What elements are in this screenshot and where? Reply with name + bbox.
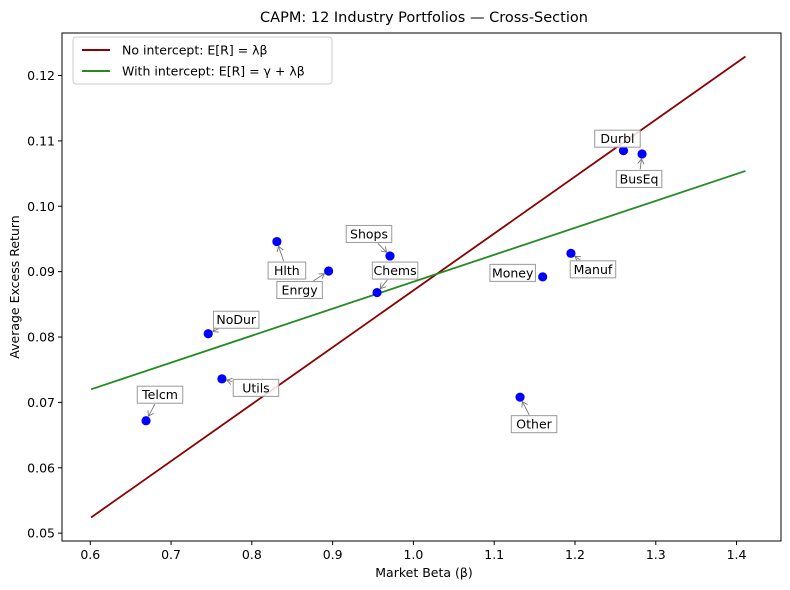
annotation-arrow-utils <box>226 379 233 383</box>
annotation-arrowhead-utils <box>225 377 233 385</box>
point-annotations: Telcm Utils NoDur Hlth Enrgy Chems Shops Other M… <box>136 129 663 434</box>
legend-label-no-intercept: No intercept: E[R] = λβ <box>122 43 268 58</box>
x-tick-label: 1.0 <box>403 547 423 562</box>
point-money <box>538 272 548 282</box>
annotation-label-enrgy: Enrgy <box>282 282 319 297</box>
annotation-arrowhead-other <box>521 400 528 408</box>
y-tick-label: 0.11 <box>27 133 55 148</box>
annotation-label-buseq: BusEq <box>620 171 659 186</box>
plot-area <box>62 33 781 541</box>
legend: No intercept: E[R] = λβ With intercept: … <box>72 36 333 85</box>
annotation-label-telcm: Telcm <box>141 387 178 402</box>
annotation-label-money: Money <box>492 265 534 280</box>
annotation-arrow-buseq <box>639 158 642 170</box>
annotation-box-utils <box>232 378 280 397</box>
annotation-box-enrgy <box>276 280 323 299</box>
y-tick-label: 0.05 <box>27 526 55 541</box>
annotation-arrow-enrgy <box>313 273 325 282</box>
annotation-label-nodur: NoDur <box>216 312 257 327</box>
y-tick-label: 0.10 <box>27 199 55 214</box>
point-manuf <box>566 248 576 258</box>
point-shops <box>385 251 395 261</box>
y-tick-label: 0.12 <box>27 68 55 83</box>
y-tick-label: 0.07 <box>27 395 55 410</box>
annotation-box-money <box>489 263 536 282</box>
y-axis-ticks: 0.05 0.06 0.07 0.08 0.09 0.10 0.11 0.12 <box>27 68 62 541</box>
annotation-arrow-nodur <box>212 328 219 332</box>
legend-label-with-intercept: With intercept: E[R] = γ + λβ <box>122 64 305 79</box>
annotation-box-durbl <box>594 129 641 148</box>
x-tick-label: 1.4 <box>727 547 747 562</box>
annotation-label-durbl: Durbl <box>600 131 634 146</box>
annotation-box-nodur <box>212 310 260 329</box>
x-tick-label: 0.6 <box>80 547 100 562</box>
data-points <box>141 146 647 426</box>
plot-frame <box>61 32 782 542</box>
annotation-box-shops <box>345 224 393 243</box>
point-nodur <box>203 329 213 339</box>
annotation-box-telcm <box>136 385 184 404</box>
annotation-arrow-hlth <box>278 246 285 262</box>
annotation-arrowhead-buseq <box>637 158 645 165</box>
point-hlth <box>272 236 282 247</box>
annotation-arrowhead-manuf <box>574 255 582 263</box>
x-tick-label: 0.9 <box>323 547 343 562</box>
point-telcm <box>141 416 151 426</box>
y-tick-label: 0.09 <box>27 264 55 279</box>
annotation-arrow-shops <box>377 242 387 253</box>
point-durbl <box>618 146 629 156</box>
x-axis-label: Market Beta (β) <box>375 565 472 580</box>
annotation-box-manuf <box>569 260 617 279</box>
chart-title: CAPM: 12 Industry Portfolios — Cross-Sec… <box>260 10 588 26</box>
x-tick-label: 0.8 <box>242 547 262 562</box>
annotation-label-hlth: Hlth <box>274 263 300 278</box>
point-buseq <box>637 149 647 159</box>
annotation-arrowhead-chems <box>379 282 387 290</box>
annotation-label-other: Other <box>516 417 552 432</box>
annotation-arrowhead-enrgy <box>318 273 326 280</box>
x-tick-label: 0.7 <box>161 547 181 562</box>
annotation-box-other <box>510 415 558 434</box>
annotation-arrow-manuf <box>574 255 581 261</box>
annotation-box-hlth <box>267 261 307 280</box>
x-tick-label: 1.1 <box>484 547 504 562</box>
point-chems <box>372 287 382 298</box>
y-tick-label: 0.08 <box>27 330 55 345</box>
annotation-arrowhead-shops <box>380 246 388 253</box>
annotation-label-chems: Chems <box>374 263 417 278</box>
legend-box <box>72 36 333 85</box>
annotation-arrowhead-telcm <box>147 410 154 418</box>
y-axis-label: Average Excess Return <box>7 215 22 358</box>
annotation-label-shops: Shops <box>350 226 388 241</box>
annotation-arrow-telcm <box>147 403 156 417</box>
x-tick-label: 1.2 <box>565 547 585 562</box>
point-utils <box>217 374 227 384</box>
annotation-arrowhead-hlth <box>276 245 284 253</box>
annotation-arrow-chems <box>379 279 388 289</box>
annotation-label-manuf: Manuf <box>574 262 613 277</box>
point-other <box>515 392 525 402</box>
annotation-box-chems <box>371 261 419 280</box>
series-line-1 <box>90 170 746 391</box>
annotation-box-buseq <box>615 169 663 188</box>
point-enrgy <box>323 266 334 276</box>
x-axis-ticks: 0.6 0.7 0.8 0.9 1.0 1.1 1.2 1.3 1.4 <box>80 541 747 562</box>
annotation-label-utils: Utils <box>242 380 270 395</box>
y-tick-label: 0.06 <box>27 460 55 475</box>
annotation-arrow-other <box>521 401 530 415</box>
x-tick-label: 1.3 <box>646 547 666 562</box>
